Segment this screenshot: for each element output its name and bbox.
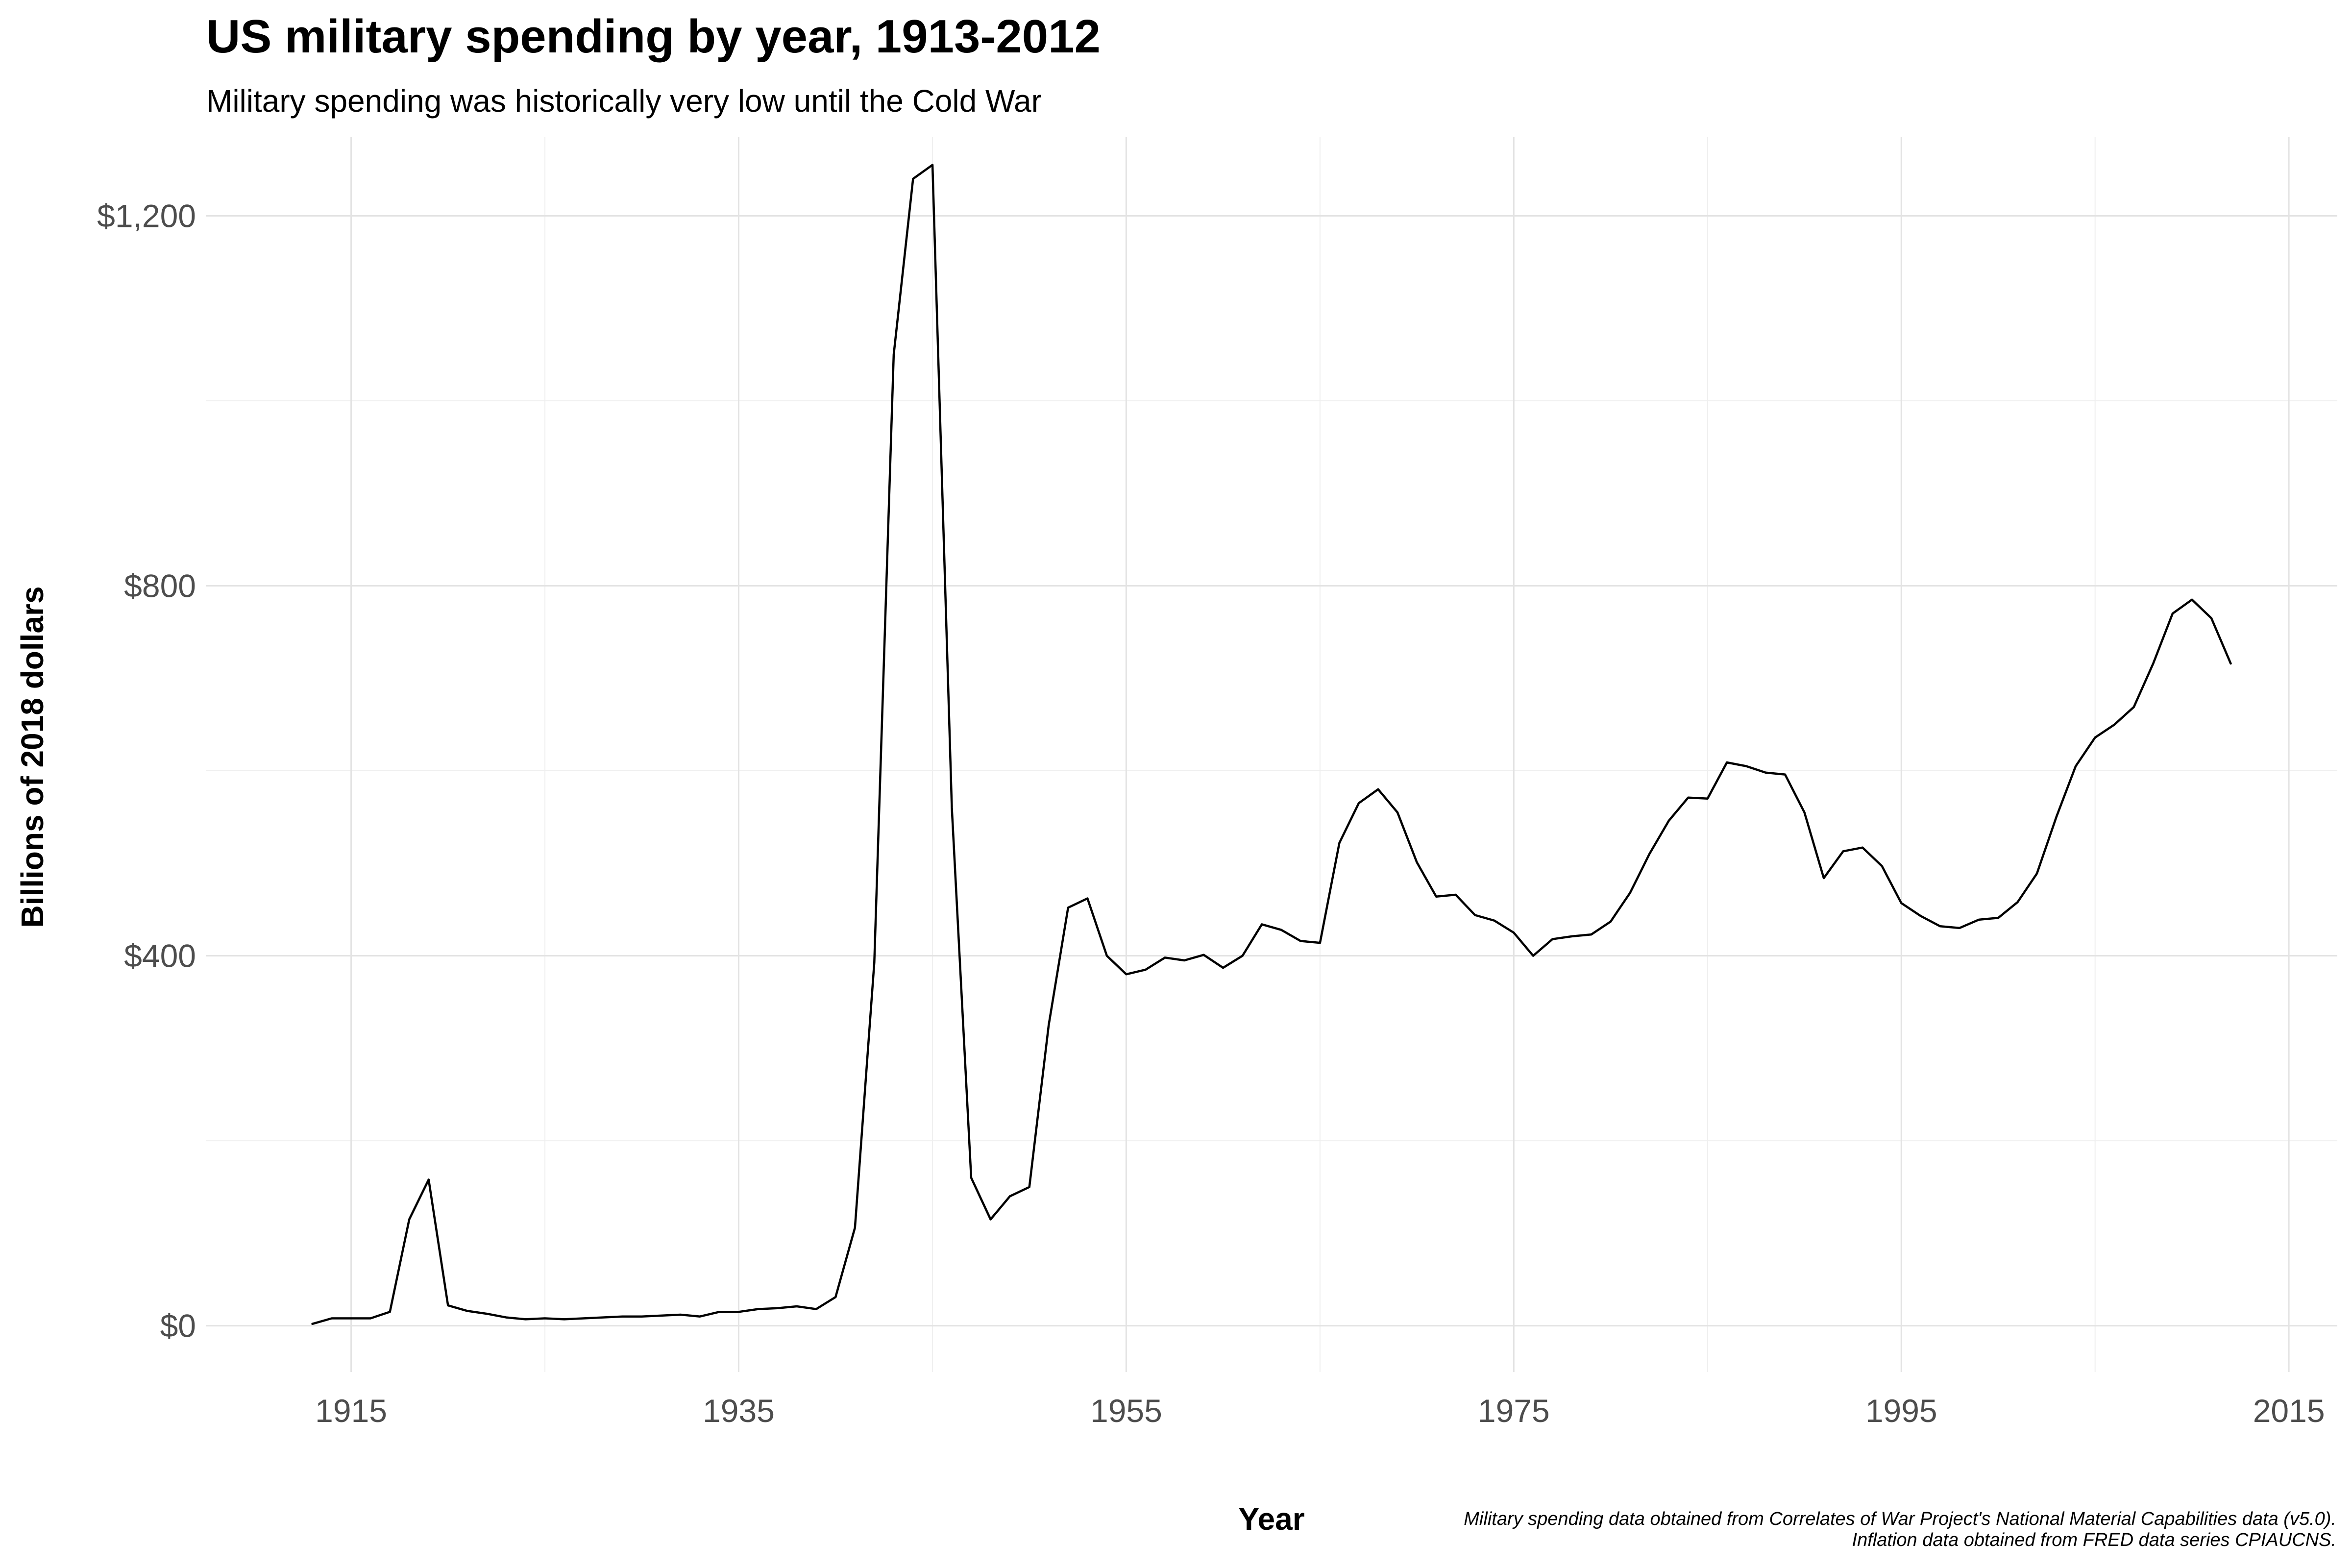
caption-line-1: Military spending data obtained from Cor… xyxy=(1464,1509,2336,1529)
x-tick-label: 1915 xyxy=(315,1393,387,1429)
y-tick-label: $0 xyxy=(160,1308,196,1344)
series-line xyxy=(311,164,2232,1325)
caption-line-2: Inflation data obtained from FRED data s… xyxy=(1852,1530,2336,1550)
x-tick-label: 2015 xyxy=(2253,1393,2325,1429)
grid-lines xyxy=(206,137,2337,1372)
chart-subtitle: Military spending was historically very … xyxy=(206,83,1042,119)
x-tick-label: 1955 xyxy=(1090,1393,1162,1429)
y-axis-ticks: $0 $400 $800 $1,200 xyxy=(97,197,196,1344)
x-tick-label: 1995 xyxy=(1865,1393,1937,1429)
series-layer xyxy=(311,164,2232,1325)
x-tick-label: 1975 xyxy=(1478,1393,1550,1429)
y-axis-title: Billions of 2018 dollars xyxy=(15,586,50,928)
y-tick-label: $1,200 xyxy=(97,197,196,234)
x-tick-label: 1935 xyxy=(703,1393,775,1429)
x-axis-title: Year xyxy=(1238,1501,1304,1537)
chart-title: US military spending by year, 1913-2012 xyxy=(206,10,1101,63)
y-tick-label: $800 xyxy=(124,568,196,604)
y-tick-label: $400 xyxy=(124,938,196,974)
x-axis-ticks: 1915 1935 1955 1975 1995 2015 xyxy=(315,1393,2325,1429)
